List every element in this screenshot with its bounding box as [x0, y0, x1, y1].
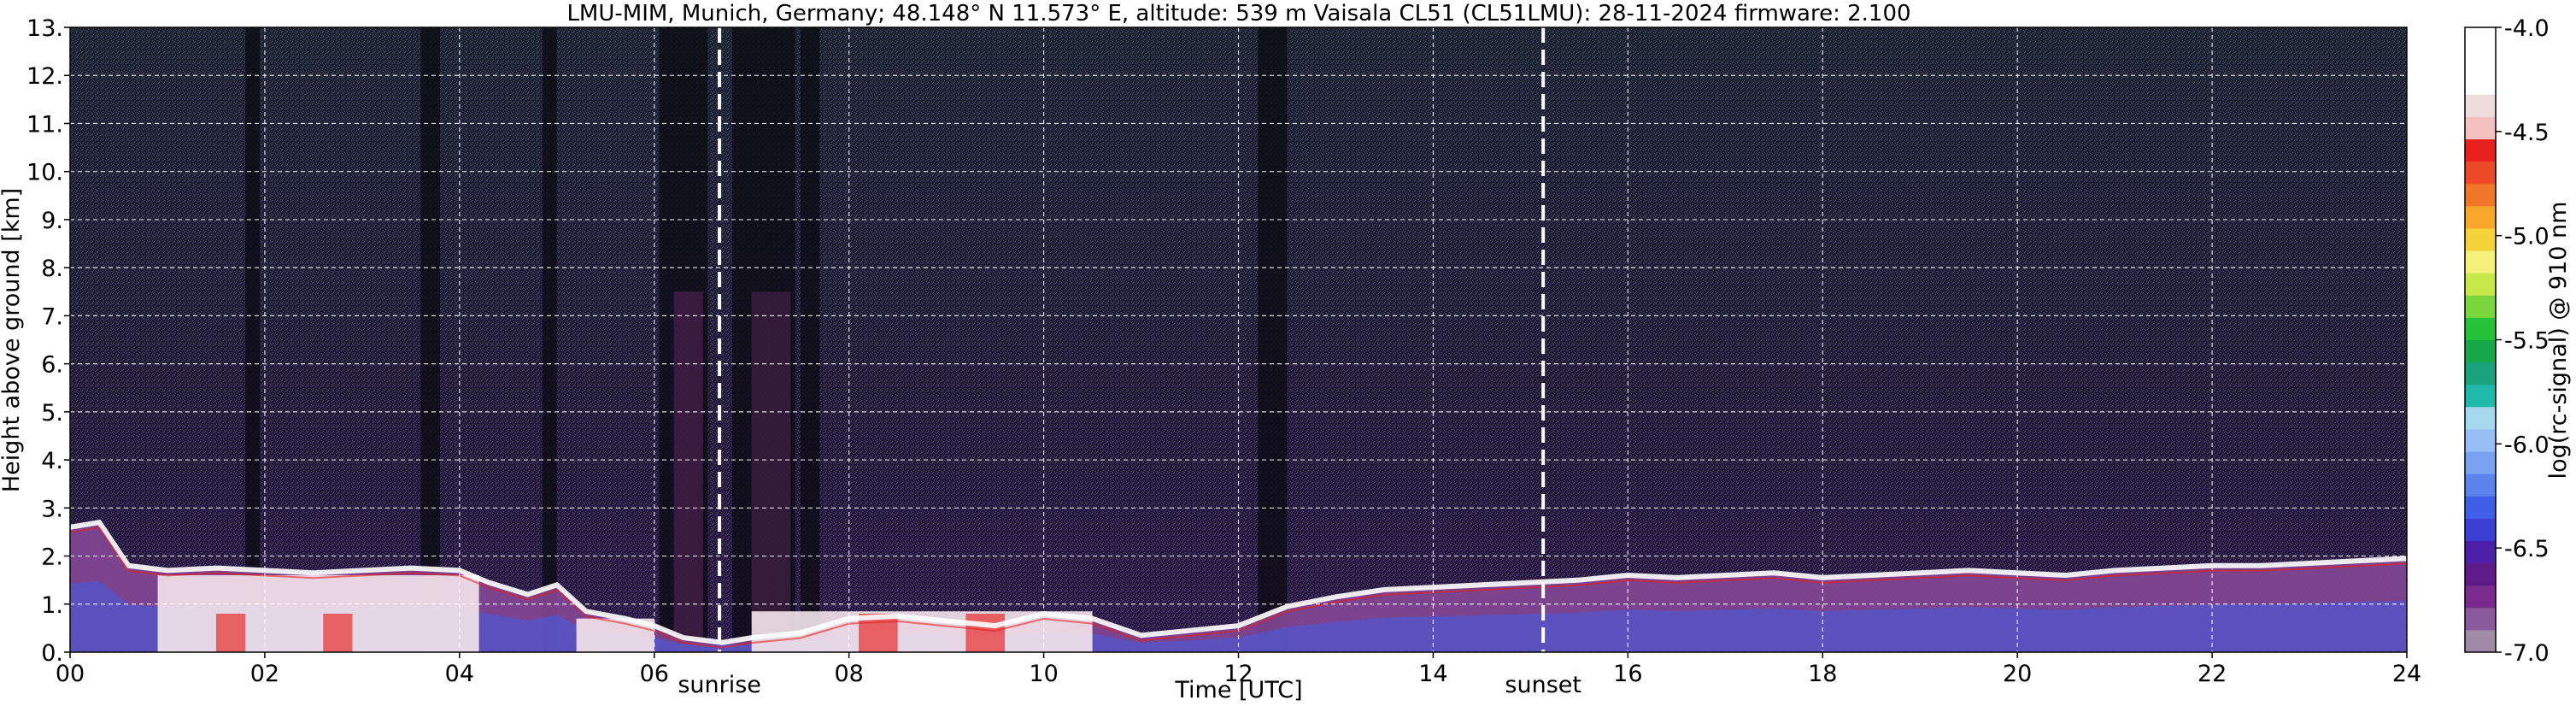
y-tick-label: 1.: [41, 592, 63, 619]
x-tick-label: 06: [640, 661, 669, 687]
annotation-labels: sunrise sunset: [678, 672, 1581, 698]
y-tick-label: 11.: [26, 111, 63, 138]
colorbar-segment: [2465, 496, 2496, 519]
colorbar-segment: [2465, 562, 2496, 586]
x-tick-label: 20: [2003, 661, 2032, 687]
y-tick-label: 3.: [41, 496, 63, 522]
dark-band: [245, 27, 261, 652]
x-tick-label: 12: [1223, 661, 1253, 687]
colorbar-segment: [2465, 317, 2496, 340]
y-tick-label: 2.: [41, 544, 63, 571]
x-axis-label: Time [UTC]: [1174, 677, 1302, 703]
y-tick-label: 4.: [41, 448, 63, 474]
y-tick-label: 0.: [41, 640, 63, 667]
dark-band-haze: [751, 291, 791, 652]
colorbar-segment: [2465, 585, 2496, 609]
colorbar-segment: [2465, 227, 2496, 251]
dark-band: [1258, 27, 1288, 652]
colorbar-segment: [2465, 384, 2496, 408]
sunset-label: sunset: [1505, 672, 1581, 698]
colorbar-segment: [2465, 451, 2496, 474]
colorbar-segment: [2465, 607, 2496, 631]
dark-band: [542, 27, 557, 652]
y-axis: 0. 1. 2. 3. 4. 5. 6. 7. 8. 9. 10. 11. 12. 13.: [26, 15, 70, 667]
colorbar-segment: [2465, 250, 2496, 274]
chart-title: LMU-MIM, Munich, Germany; 48.148° N 11.5…: [566, 1, 1910, 26]
cloud-base-line: [70, 519, 2407, 645]
colorbar-segment: [2465, 273, 2496, 296]
x-tick-label: 18: [1808, 661, 1837, 687]
y-tick-label: 6.: [41, 352, 63, 379]
colorbar-segment: [2465, 94, 2496, 117]
x-tick-label: 22: [2198, 661, 2227, 687]
y-tick-label: 7.: [41, 303, 63, 330]
dark-band: [800, 27, 820, 652]
colorbar-segment: [2465, 116, 2496, 140]
colorbar-segment: [2465, 183, 2496, 207]
dark-band: [659, 27, 708, 652]
colorbar-segment: [2465, 205, 2496, 229]
colorbar-segment: [2465, 161, 2496, 185]
colorbar-tick-label: -5.0: [2504, 224, 2550, 250]
colorbar-segment: [2465, 518, 2496, 541]
colorbar-tick-label: -6.5: [2504, 536, 2550, 562]
colorbar-segment: [2465, 295, 2496, 318]
colorbar-segment: [2465, 362, 2496, 385]
dark-bands: [245, 27, 1288, 652]
colorbar-tick-label: -4.5: [2504, 120, 2550, 146]
boundary-layer-lower: [70, 580, 2407, 652]
colorbar-tick-label: -6.0: [2504, 432, 2550, 458]
colorbar-segment: [2465, 339, 2496, 363]
colorbar-tick-label: -4.0: [2504, 15, 2550, 42]
grid-lines: [70, 27, 2407, 652]
colorbar-segment: [2465, 72, 2496, 95]
y-axis-label: Height above ground [km]: [0, 188, 25, 492]
x-axis: 00 02 04 06 08 10 12 14 16 18 20 22 24: [56, 652, 2421, 687]
colorbar: -7.0 -6.5 -6.0 -5.5 -5.0 -4.5 -4.0: [2464, 15, 2550, 667]
y-tick-label: 8.: [41, 256, 63, 282]
colorbar-tick-label: -5.5: [2504, 328, 2550, 355]
y-tick-label: 13.: [26, 15, 63, 42]
colorbar-segment: [2465, 474, 2496, 497]
y-tick-label: 10.: [26, 160, 63, 186]
dark-band-haze: [673, 291, 703, 652]
saturated-core: [215, 614, 246, 652]
colorbar-segment: [2465, 27, 2496, 50]
x-tick-label: 04: [445, 661, 474, 687]
saturated-layer: [157, 575, 479, 652]
colorbar-segment: [2465, 540, 2496, 564]
sunrise-label: sunrise: [678, 672, 761, 698]
colorbar-tick-label: -7.0: [2504, 640, 2550, 667]
sun-markers: [718, 27, 1546, 652]
x-tick-label: 00: [56, 661, 85, 687]
cloud-base-edge: [70, 527, 2407, 649]
plot-area: [70, 27, 2407, 652]
x-tick-label: 16: [1613, 661, 1642, 687]
y-tick-label: 5.: [41, 400, 63, 427]
x-tick-label: 10: [1029, 661, 1058, 687]
colorbar-segment: [2465, 138, 2496, 162]
x-tick-label: 24: [2392, 661, 2421, 687]
y-tick-label: 12.: [26, 63, 63, 90]
colorbar-segment: [2465, 406, 2496, 430]
colorbar-segment: [2465, 50, 2496, 73]
saturated-core: [323, 614, 353, 652]
dark-band: [420, 27, 441, 652]
y-tick-label: 9.: [41, 208, 63, 234]
colorbar-segment: [2465, 428, 2496, 452]
dark-band: [731, 27, 795, 652]
x-tick-label: 02: [250, 661, 279, 687]
saturated-core: [965, 614, 1005, 652]
x-tick-label: 14: [1418, 661, 1447, 687]
colorbar-segment: [2465, 629, 2496, 653]
colorbar-label: log(rc-signal) @ 910 nm: [2545, 202, 2572, 479]
x-tick-label: 08: [834, 661, 863, 687]
